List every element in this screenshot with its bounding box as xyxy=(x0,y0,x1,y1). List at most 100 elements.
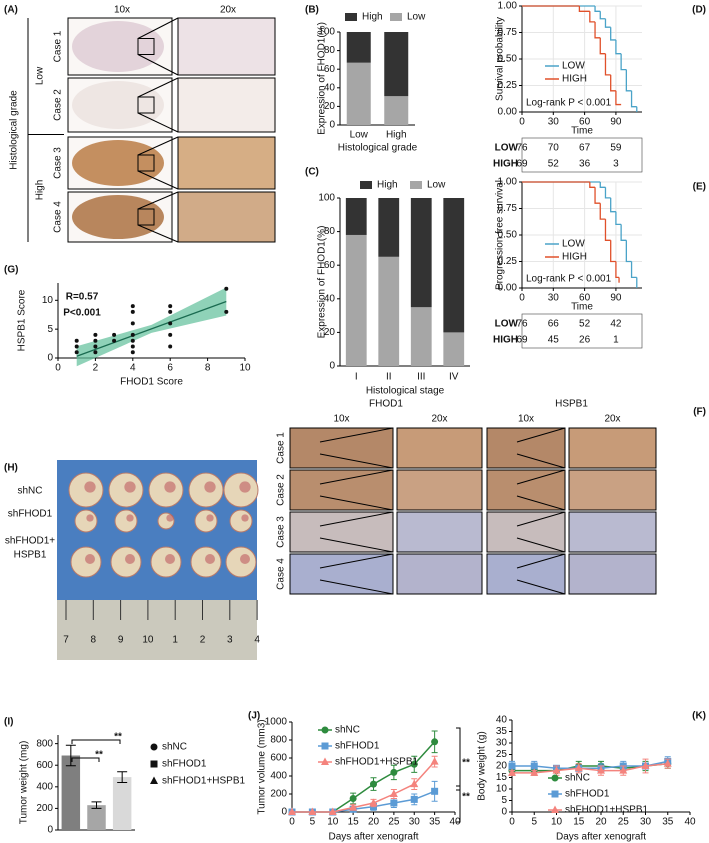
marker xyxy=(410,779,419,788)
y-tick-label: 80 xyxy=(324,45,336,56)
x-axis-title: Histological stage xyxy=(366,386,445,397)
axis-title: Histological grade xyxy=(9,90,20,170)
point xyxy=(168,304,173,309)
panel-label: (C) xyxy=(305,167,319,178)
x-axis-title: Days after xenograft xyxy=(556,832,646,843)
x-tick-label: 30 xyxy=(548,117,560,128)
error-bar xyxy=(65,744,76,767)
km-step xyxy=(594,6,601,12)
risk-count: 45 xyxy=(548,335,560,346)
image-10x xyxy=(289,427,394,469)
km-step xyxy=(599,11,606,20)
point xyxy=(130,350,135,355)
km-step xyxy=(615,90,622,106)
legend-label: shFHOD1+HSPB1 xyxy=(162,776,246,787)
x-tick-label: 4 xyxy=(130,363,136,374)
legend-label: LOW xyxy=(562,239,585,250)
zoom-line xyxy=(137,77,179,98)
confidence-band xyxy=(76,287,227,367)
image-20x xyxy=(177,17,276,76)
column-header: 10x xyxy=(333,414,349,425)
risk-count: 76 xyxy=(516,143,528,154)
y-tick-label: 600 xyxy=(270,753,287,764)
marker xyxy=(641,761,650,769)
bar-segment xyxy=(410,198,432,308)
column-header: 10x xyxy=(518,414,534,425)
error-bar xyxy=(91,801,102,809)
y-tick-label: 200 xyxy=(270,789,287,800)
y-tick-label: 400 xyxy=(270,771,287,782)
image-20x xyxy=(177,136,276,190)
tissue xyxy=(72,81,164,129)
y-tick-label: 800 xyxy=(270,735,287,746)
y-tick-label: 30 xyxy=(496,738,508,749)
km-step xyxy=(604,187,611,199)
legend-label: shFHOD1 xyxy=(335,741,380,752)
bar-segment xyxy=(378,256,400,366)
point xyxy=(130,321,135,326)
risk-table xyxy=(521,137,643,173)
point xyxy=(224,309,229,314)
y-tick-label: 0.50 xyxy=(498,54,518,65)
group-label: High xyxy=(35,180,46,201)
annotation: Log-rank P < 0.001 xyxy=(526,98,612,109)
annotation: ** xyxy=(95,750,103,761)
y-tick-label: 5 xyxy=(47,324,53,335)
image-20x xyxy=(177,191,276,243)
image-20x xyxy=(568,469,657,511)
x-tick-label: 8 xyxy=(205,363,211,374)
y-tick-label: 600 xyxy=(36,760,53,771)
km-step xyxy=(604,18,611,28)
x-tick-label: 10 xyxy=(551,817,563,828)
case-label: Case 2 xyxy=(53,89,64,121)
x-tick-label: 0 xyxy=(519,117,525,128)
image-20x xyxy=(177,77,276,133)
image-10x xyxy=(486,427,566,469)
marker xyxy=(619,766,628,774)
x-axis-title: Histological grade xyxy=(338,143,418,154)
bar xyxy=(87,805,106,830)
bar xyxy=(112,777,132,830)
tumor xyxy=(114,509,138,533)
km-step xyxy=(594,187,601,204)
km-step xyxy=(615,211,622,226)
km-step xyxy=(578,6,590,12)
marker xyxy=(530,762,538,770)
x-tick-label: 40 xyxy=(449,817,461,828)
zoom-line xyxy=(319,537,394,553)
line xyxy=(512,762,668,774)
y-tick-label: 400 xyxy=(36,781,53,792)
marker xyxy=(551,790,559,798)
tumor-spot xyxy=(205,554,215,564)
ruler-number: 9 xyxy=(118,635,124,646)
km-step xyxy=(615,261,620,279)
marker xyxy=(508,768,516,776)
image-20x xyxy=(396,553,483,595)
legend-swatch xyxy=(410,181,422,189)
legend-label: High xyxy=(377,180,398,191)
case-label: Case 3 xyxy=(53,147,64,179)
tissue xyxy=(72,140,164,186)
line xyxy=(512,760,668,770)
bar-segment xyxy=(384,96,409,125)
x-tick-label: 35 xyxy=(662,817,674,828)
risk-table xyxy=(521,313,643,349)
y-tick-label: 10 xyxy=(42,295,54,306)
x-tick-label: 15 xyxy=(348,817,360,828)
risk-count: 36 xyxy=(579,159,591,170)
marker xyxy=(321,742,329,750)
annotation: Log-rank P < 0.001 xyxy=(526,274,612,285)
zoom-line xyxy=(137,17,179,39)
x-tick-label: 0 xyxy=(519,293,525,304)
x-tick-label: 10 xyxy=(327,817,339,828)
image-20x xyxy=(396,469,483,511)
y-tick-label: 0.75 xyxy=(498,27,518,38)
km-step xyxy=(589,182,596,188)
marker xyxy=(431,738,439,746)
image-10x xyxy=(289,511,394,553)
y-tick-label: 0 xyxy=(329,361,335,372)
km-step xyxy=(599,203,606,220)
legend-label: shFHOD1 xyxy=(565,789,610,800)
trend-line xyxy=(76,300,227,357)
x-tick-label: 25 xyxy=(388,817,400,828)
